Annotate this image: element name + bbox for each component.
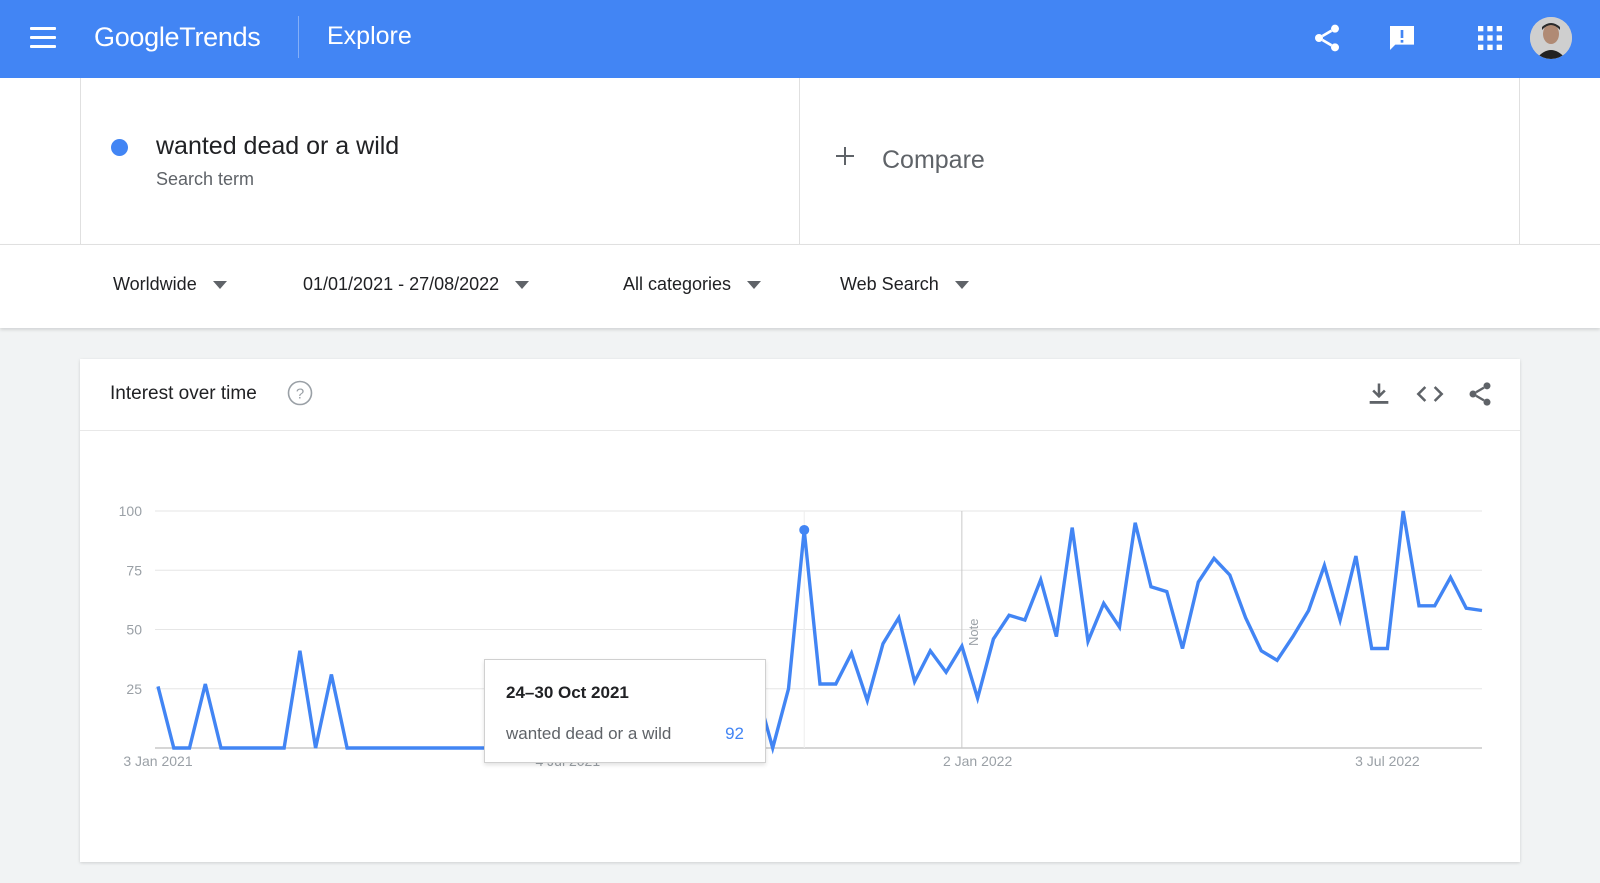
avatar[interactable] bbox=[1530, 17, 1572, 59]
search-term-type: Search term bbox=[156, 169, 255, 189]
apps-grid-icon[interactable] bbox=[1474, 22, 1506, 54]
y-tick-label: 50 bbox=[126, 622, 142, 638]
compare-card[interactable]: Compare bbox=[800, 78, 1520, 244]
region-dropdown[interactable]: Worldwide bbox=[113, 274, 227, 295]
date-range-value: 01/01/2021 - 27/08/2022 bbox=[303, 274, 500, 294]
svg-text:?: ? bbox=[296, 386, 304, 403]
card-title: Interest over time bbox=[110, 383, 257, 404]
y-tick-label: 25 bbox=[126, 681, 142, 697]
menu-icon[interactable] bbox=[30, 27, 56, 49]
logo-google: Google bbox=[94, 22, 180, 52]
x-tick-label: 3 Jul 2022 bbox=[1355, 753, 1420, 769]
series-line bbox=[156, 510, 1483, 755]
search-type-value: Web Search bbox=[840, 274, 939, 294]
share-icon[interactable] bbox=[1311, 22, 1343, 54]
search-type-dropdown[interactable]: Web Search bbox=[840, 274, 969, 295]
category-value: All categories bbox=[623, 274, 732, 294]
download-icon[interactable] bbox=[1365, 380, 1393, 408]
highlight-point bbox=[799, 524, 810, 535]
search-term-card[interactable]: wanted dead or a wild Search term bbox=[80, 78, 800, 244]
page-section-title: Explore bbox=[327, 22, 412, 50]
filter-bar: Worldwide 01/01/2021 - 27/08/2022 All ca… bbox=[0, 244, 1600, 328]
card-header: Interest over time ? bbox=[80, 359, 1520, 431]
logo[interactable]: GoogleTrends bbox=[94, 22, 261, 53]
share-icon[interactable] bbox=[1466, 380, 1494, 408]
logo-trends: Trends bbox=[179, 22, 261, 52]
tooltip-term: wanted dead or a wild bbox=[506, 724, 672, 743]
series-color-dot bbox=[111, 139, 128, 156]
tooltip-value: 92 bbox=[725, 724, 744, 743]
compare-label: Compare bbox=[882, 146, 985, 174]
x-tick-label: 3 Jan 2021 bbox=[123, 753, 192, 769]
dropdown-arrow-icon bbox=[515, 280, 530, 289]
tooltip-date: 24–30 Oct 2021 bbox=[506, 683, 629, 702]
x-tick-label: 2 Jan 2022 bbox=[943, 753, 1012, 769]
top-app-bar: GoogleTrends Explore bbox=[0, 0, 1600, 78]
region-value: Worldwide bbox=[113, 274, 197, 294]
explore-bar-right-margin bbox=[1520, 78, 1600, 244]
header-divider bbox=[298, 16, 299, 58]
interest-over-time-card: Interest over time ? 25 50 75 100 3 Jan 2021… bbox=[80, 359, 1520, 862]
embed-code-icon[interactable] bbox=[1416, 380, 1444, 408]
y-tick-label: 100 bbox=[119, 503, 143, 519]
category-dropdown[interactable]: All categories bbox=[623, 274, 762, 295]
dropdown-arrow-icon bbox=[954, 280, 969, 289]
note-label: Note bbox=[966, 619, 981, 646]
feedback-icon[interactable] bbox=[1386, 22, 1418, 54]
dropdown-arrow-icon bbox=[212, 280, 227, 289]
search-term-text[interactable]: wanted dead or a wild bbox=[156, 132, 400, 160]
chart-tooltip: 24–30 Oct 2021 wanted dead or a wild 92 bbox=[484, 659, 766, 763]
explore-bar-left-margin bbox=[0, 78, 80, 244]
dropdown-arrow-icon bbox=[747, 280, 762, 289]
date-range-dropdown[interactable]: 01/01/2021 - 27/08/2022 bbox=[303, 274, 530, 295]
y-tick-label: 75 bbox=[126, 562, 142, 578]
help-icon[interactable]: ? bbox=[287, 380, 313, 406]
plus-icon bbox=[836, 147, 854, 165]
